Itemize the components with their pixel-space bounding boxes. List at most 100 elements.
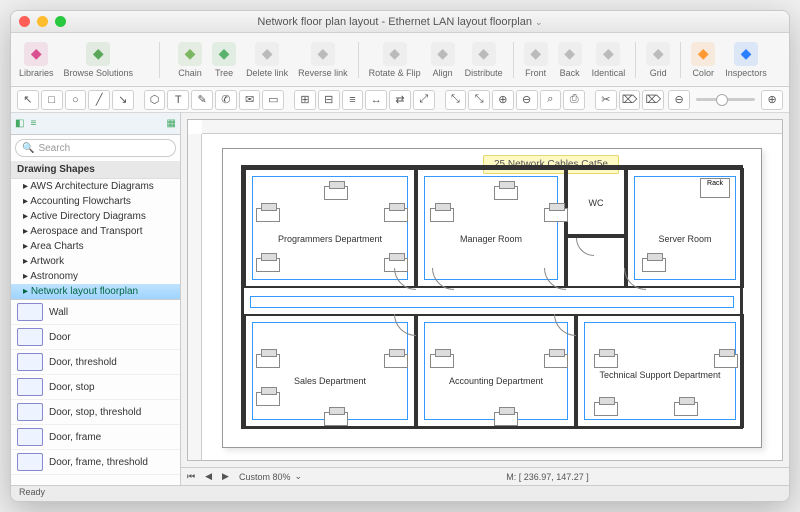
ruler-horizontal	[202, 120, 782, 134]
workstation-icon[interactable]	[256, 392, 280, 406]
title-chevron-icon[interactable]: ⌄	[535, 17, 543, 27]
tree-item[interactable]: ▸ Area Charts	[11, 239, 180, 254]
toolbar-back[interactable]: ◆Back	[558, 42, 582, 78]
tree-item[interactable]: ▸ Active Directory Diagrams	[11, 209, 180, 224]
workstation-icon[interactable]	[324, 186, 348, 200]
toolbar-distribute[interactable]: ◆Distribute	[465, 42, 503, 78]
shape-item[interactable]: Door, threshold	[11, 350, 180, 375]
nav-back-icon[interactable]: ◀	[205, 471, 212, 482]
toolstrip-btn-0[interactable]: ↖	[17, 90, 39, 110]
shape-thumb-icon	[17, 428, 43, 446]
workstation-icon[interactable]	[430, 354, 454, 368]
toolstrip-btn-17[interactable]: ⤡	[445, 90, 467, 110]
search-input[interactable]: 🔍 Search	[15, 139, 176, 157]
sidebar-tab-icon[interactable]: ◧	[15, 118, 24, 129]
toolstrip-btn-11[interactable]: ⊞	[294, 90, 316, 110]
library-tree: Drawing Shapes ▸ AWS Architecture Diagra…	[11, 161, 180, 299]
shape-item[interactable]: Door	[11, 325, 180, 350]
workstation-icon[interactable]	[594, 354, 618, 368]
toolstrip-btn-25[interactable]: ⌦	[642, 90, 664, 110]
toolstrip-btn-5[interactable]: ⬡	[144, 90, 166, 110]
room-acct[interactable]: Accounting Department	[416, 314, 576, 428]
zoom-out-icon[interactable]: ⊖	[668, 90, 690, 110]
status-ready: Ready	[19, 487, 45, 497]
workstation-icon[interactable]	[256, 354, 280, 368]
toolbar-front[interactable]: ◆Front	[524, 42, 548, 78]
toolbar-reverse-link[interactable]: ◆Reverse link	[298, 42, 348, 78]
tree-item[interactable]: ▸ Astronomy	[11, 269, 180, 284]
shape-item[interactable]: Door, stop	[11, 375, 180, 400]
toolbar-tree[interactable]: ◆Tree	[212, 42, 236, 78]
toolbar-identical[interactable]: ◆Identical	[592, 42, 626, 78]
toolstrip-btn-15[interactable]: ⇄	[389, 90, 411, 110]
toolstrip-btn-21[interactable]: ⌕	[540, 90, 562, 110]
shape-item[interactable]: Door, frame	[11, 425, 180, 450]
sidebar-tabs[interactable]: ◧ ≡ ▦	[11, 113, 180, 135]
toolbar-libraries[interactable]: ◆Libraries	[19, 42, 54, 78]
workstation-icon[interactable]	[256, 258, 280, 272]
toolstrip-btn-9[interactable]: ✉	[239, 90, 261, 110]
toolstrip-btn-23[interactable]: ✂	[595, 90, 617, 110]
toolstrip-btn-14[interactable]: ↔	[365, 90, 387, 110]
toolbar-chain[interactable]: ◆Chain	[178, 42, 202, 78]
shape-item[interactable]: Door, stop, threshold	[11, 400, 180, 425]
toolstrip-btn-3[interactable]: ╱	[88, 90, 110, 110]
workstation-icon[interactable]	[714, 354, 738, 368]
zoom-readout[interactable]: Custom 80%⌄	[239, 471, 302, 482]
tree-item[interactable]: ▸ AWS Architecture Diagrams	[11, 179, 180, 194]
workstation-icon[interactable]	[494, 186, 518, 200]
cursor-coords: M: [ 236.97, 147.27 ]	[312, 472, 783, 482]
toolstrip-btn-18[interactable]: ⤡	[468, 90, 490, 110]
toolstrip-btn-2[interactable]: ○	[65, 90, 87, 110]
titlebar: Network floor plan layout - Ethernet LAN…	[11, 11, 789, 33]
shape-item[interactable]: Door, frame, threshold	[11, 450, 180, 475]
toolbar-color[interactable]: ◆Color	[691, 42, 715, 78]
nav-prev-icon[interactable]: ⏮	[187, 471, 195, 482]
sidebar-tab-icon[interactable]: ≡	[30, 118, 36, 129]
toolstrip-btn-8[interactable]: ✆	[215, 90, 237, 110]
toolbar-align[interactable]: ◆Align	[431, 42, 455, 78]
toolstrip-btn-13[interactable]: ≡	[342, 90, 364, 110]
floor-outline: Programmers DepartmentManager RoomWCServ…	[241, 165, 743, 429]
room-hall[interactable]	[566, 236, 626, 288]
workstation-icon[interactable]	[674, 402, 698, 416]
toolstrip-btn-22[interactable]: ⎙	[563, 90, 585, 110]
tree-item-selected[interactable]: ▸ Network layout floorplan	[11, 284, 180, 299]
footer-statusbar: Ready	[11, 485, 789, 501]
toolbar-inspectors[interactable]: ◆Inspectors	[725, 42, 767, 78]
toolstrip-btn-20[interactable]: ⊖	[516, 90, 538, 110]
toolstrip-btn-12[interactable]: ⊟	[318, 90, 340, 110]
toolstrip-btn-24[interactable]: ⌦	[619, 90, 641, 110]
toolstrip-btn-7[interactable]: ✎	[191, 90, 213, 110]
toolstrip-btn-6[interactable]: T	[167, 90, 189, 110]
nav-fwd-icon[interactable]: ▶	[222, 471, 229, 482]
toolstrip-btn-4[interactable]: ↘	[112, 90, 134, 110]
workstation-icon[interactable]	[384, 354, 408, 368]
zoom-slider[interactable]	[696, 98, 755, 101]
tree-item[interactable]: ▸ Accounting Flowcharts	[11, 194, 180, 209]
workstation-icon[interactable]	[256, 208, 280, 222]
toolbar-delete-link[interactable]: ◆Delete link	[246, 42, 288, 78]
tree-item[interactable]: ▸ Aerospace and Transport	[11, 224, 180, 239]
workstation-icon[interactable]	[430, 208, 454, 222]
toolstrip-btn-10[interactable]: ▭	[262, 90, 284, 110]
room-wc[interactable]: WC	[566, 168, 626, 236]
workstation-icon[interactable]	[544, 354, 568, 368]
tree-item[interactable]: ▸ Artwork	[11, 254, 180, 269]
zoom-in-icon[interactable]: ⊕	[761, 90, 783, 110]
rack[interactable]: Rack	[700, 178, 730, 198]
workstation-icon[interactable]	[324, 412, 348, 426]
workstation-icon[interactable]	[594, 402, 618, 416]
toolstrip-btn-19[interactable]: ⊕	[492, 90, 514, 110]
workstation-icon[interactable]	[494, 412, 518, 426]
app-window: Network floor plan layout - Ethernet LAN…	[10, 10, 790, 502]
toolbar-rotate-flip[interactable]: ◆Rotate & Flip	[369, 42, 421, 78]
toolbar-browse[interactable]: ◆Browse Solutions	[64, 42, 134, 78]
toolstrip-btn-16[interactable]: ⤢	[413, 90, 435, 110]
toolstrip-btn-1[interactable]: □	[41, 90, 63, 110]
workstation-icon[interactable]	[384, 208, 408, 222]
toolbar-grid[interactable]: ◆Grid	[646, 42, 670, 78]
shape-item[interactable]: Wall	[11, 300, 180, 325]
drawing-canvas[interactable]: 25 Network Cables Cat5e Programmers Depa…	[187, 119, 783, 461]
workstation-icon[interactable]	[544, 208, 568, 222]
